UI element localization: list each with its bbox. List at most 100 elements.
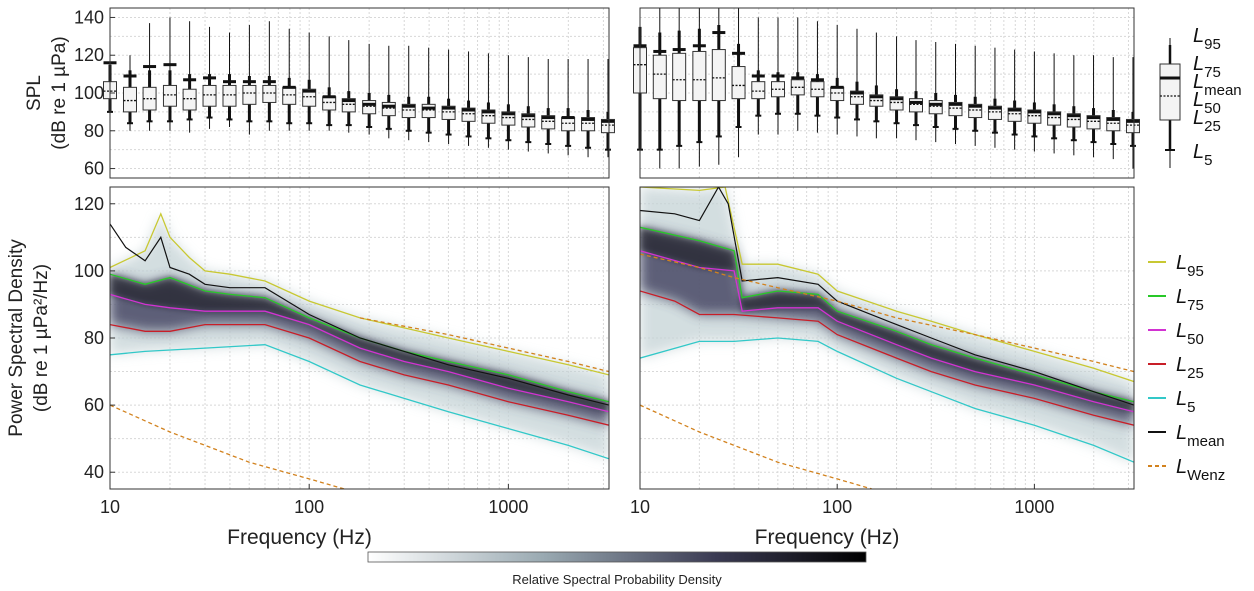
legend-sub: 5 — [1204, 152, 1212, 169]
box-f158 — [869, 32, 884, 139]
box-f251 — [909, 40, 924, 141]
box-f25.1 — [182, 21, 197, 133]
box-l25-l75 — [322, 96, 337, 111]
legend-sub: 50 — [1204, 100, 1221, 117]
y-tick-label: 100 — [74, 83, 104, 103]
box-f1000 — [1027, 51, 1042, 152]
series-l50 — [640, 250, 1134, 413]
series-l25 — [640, 290, 1134, 426]
panel-bottom-left-density — [110, 213, 609, 459]
legend-sub: 25 — [1187, 365, 1204, 382]
box-l25-l75 — [652, 54, 667, 100]
box-f251 — [381, 45, 396, 139]
legend-sub: 25 — [1204, 118, 1221, 135]
series-l75 — [640, 226, 1134, 403]
legend-top-75: L75 — [1193, 53, 1221, 81]
legend-base: L — [1176, 354, 1187, 376]
box-l25-l75 — [928, 100, 943, 115]
series-l5 — [640, 337, 1134, 463]
legend-top-50: L50 — [1193, 89, 1221, 117]
density-core — [110, 274, 609, 412]
box-f63.1 — [262, 21, 277, 131]
density-inner — [110, 274, 609, 426]
box-l25-l75 — [302, 88, 317, 107]
legend-item-25: L25 — [1176, 354, 1204, 382]
box-l25-l75 — [381, 101, 396, 117]
box-f31.6 — [731, 8, 746, 158]
legend-base: L — [1193, 141, 1204, 163]
y-axis-label-top: SPL (dB re 1 µPa) — [24, 36, 70, 149]
legend-item-50: L50 — [1176, 320, 1204, 348]
box-l25-l75 — [751, 81, 766, 100]
series-l5 — [110, 344, 609, 460]
series-lwenz — [640, 404, 873, 489]
box-f79.4 — [282, 28, 297, 131]
legend-base: L — [1193, 53, 1204, 75]
y-axis-label-bottom-line: (dB re 1 µPa²/Hz) — [31, 264, 52, 412]
legend-item-mean: Lmean — [1176, 422, 1225, 450]
box-f158 — [341, 40, 356, 133]
x-axis-label-right: Frequency (Hz) — [755, 526, 900, 549]
legend-base: L — [1176, 286, 1187, 308]
legend-item-95: L95 — [1176, 252, 1204, 280]
legend-base: L — [1176, 422, 1187, 444]
legend-base: L — [1193, 25, 1204, 47]
box-f79.4 — [810, 21, 825, 133]
y-tick-label: 80 — [84, 121, 104, 141]
box-f50.1 — [771, 17, 786, 135]
series-l50 — [110, 293, 609, 413]
box-f1000 — [501, 55, 516, 150]
y-axis-label-bottom-line: Power Spectral Density — [6, 239, 27, 437]
y-tick-label: 100 — [74, 261, 104, 281]
box-f100 — [302, 32, 317, 131]
panel-bottom-right-density — [640, 187, 1134, 463]
box-l25-l75 — [122, 86, 137, 113]
legend-base: L — [1193, 89, 1204, 111]
box-l25-l75 — [222, 84, 237, 107]
legend-base: L — [1176, 456, 1187, 478]
box-f316 — [401, 45, 416, 141]
box-l25-l75 — [561, 117, 576, 132]
legend-top-5: L5 — [1193, 141, 1212, 169]
legend-sub: mean — [1187, 433, 1225, 450]
box-f200 — [362, 43, 377, 135]
panel-bottom-right-frame — [639, 186, 1135, 490]
series-lmean — [110, 223, 609, 406]
y-tick-label: 140 — [74, 7, 104, 27]
legend-base: L — [1193, 71, 1204, 93]
legend-item-Wenz: LWenz — [1176, 456, 1225, 484]
box-f63.1 — [790, 17, 805, 131]
box-f200 — [889, 36, 904, 139]
box-f15.8 — [672, 8, 687, 169]
x-tick-label: 1000 — [488, 497, 528, 517]
box-l25-l75 — [202, 84, 217, 107]
box-f20 — [692, 8, 707, 167]
box-f1995 — [1086, 55, 1101, 158]
box-l25-l75 — [731, 66, 746, 100]
colorbar — [367, 551, 867, 563]
box-f1259 — [1047, 53, 1062, 154]
box-f2512 — [1106, 57, 1121, 160]
legend-top-mean: Lmean — [1193, 71, 1242, 99]
box-f1995 — [561, 59, 576, 156]
series-lwenz-upper — [640, 253, 1134, 373]
box-f20 — [162, 17, 177, 131]
box-f25.1 — [711, 8, 726, 165]
box-f1585 — [541, 59, 556, 154]
legend-sub: 75 — [1204, 64, 1221, 81]
legend-sub: mean — [1204, 82, 1242, 99]
y-tick-label: 120 — [74, 45, 104, 65]
panel-bottom-right-lines — [640, 187, 1134, 489]
y-tick-label: 60 — [84, 395, 104, 415]
legend-top-95: L95 — [1193, 25, 1221, 53]
y-tick-label: 40 — [84, 462, 104, 482]
colorbar-label: Relative Spectral Probability Density — [512, 572, 722, 587]
legend-sub: 5 — [1187, 399, 1195, 416]
box-f316 — [928, 42, 943, 143]
box-f501 — [441, 49, 456, 144]
legend-sub: 95 — [1187, 263, 1204, 280]
box-f39.8 — [751, 17, 766, 135]
box-l25-l75 — [182, 88, 197, 111]
